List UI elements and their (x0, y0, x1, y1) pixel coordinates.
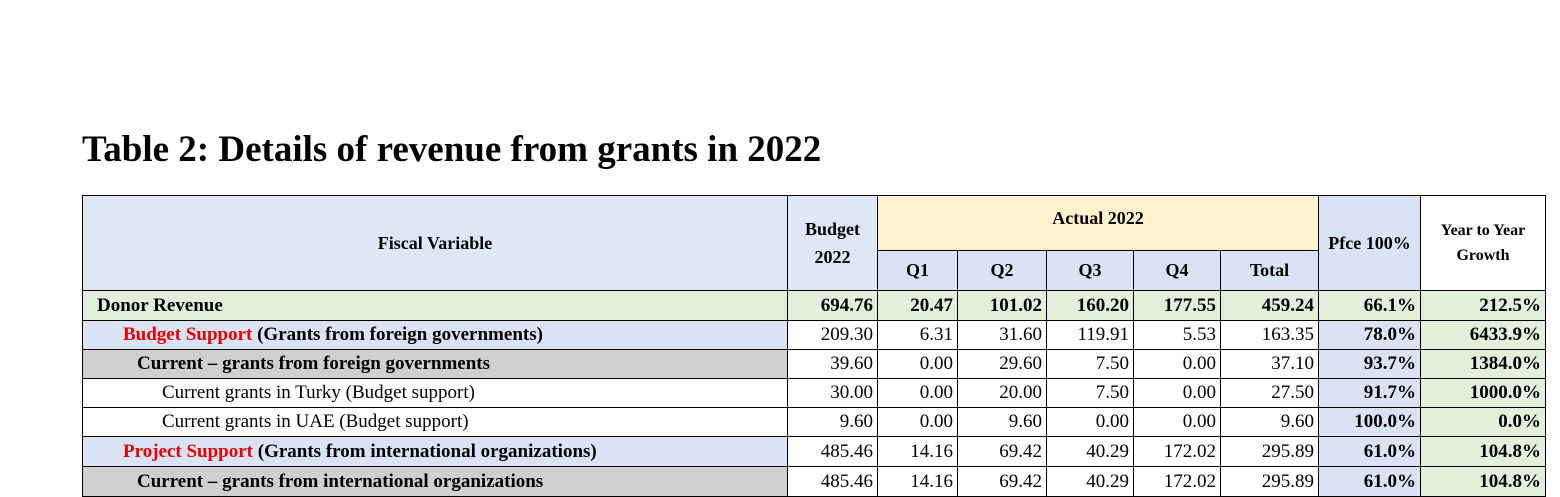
label-text: (Grants from international organizations… (257, 440, 597, 462)
header-cell: Q3 (1046, 250, 1134, 291)
value-cell: 172.02 (1133, 436, 1221, 467)
label-text: Current – grants from foreign government… (137, 353, 491, 374)
highlight-label: Project Support (123, 440, 253, 462)
header-cell: Pfce 100% (1318, 195, 1421, 291)
row-label: Current – grants from international orga… (82, 466, 788, 497)
value-cell: 9.60 (957, 407, 1047, 437)
value-cell: 295.89 (1220, 466, 1319, 497)
value-cell: 40.29 (1046, 466, 1134, 497)
value-cell: 212.5% (1420, 290, 1546, 321)
highlight-label: Budget Support (123, 324, 253, 345)
table-row: Project Support (Grants from internation… (82, 436, 1546, 467)
table-row: Current – grants from international orga… (82, 466, 1546, 497)
value-cell: 177.55 (1133, 290, 1221, 321)
value-cell: 29.60 (957, 349, 1047, 379)
value-cell: 0.00 (877, 407, 958, 437)
table-row: Current – grants from foreign government… (82, 349, 1546, 379)
value-cell: 172.02 (1133, 466, 1221, 497)
header-cell: Q1 (877, 250, 958, 291)
value-cell: 1384.0% (1420, 349, 1546, 379)
value-cell: 104.8% (1420, 436, 1546, 467)
value-cell: 61.0% (1318, 466, 1421, 497)
value-cell: 0.00 (1133, 407, 1221, 437)
value-cell: 100.0% (1318, 407, 1421, 437)
value-cell: 91.7% (1318, 378, 1421, 408)
value-cell: 119.91 (1046, 320, 1134, 350)
value-cell: 69.42 (957, 436, 1047, 467)
value-cell: 485.46 (787, 466, 878, 497)
value-cell: 0.00 (877, 378, 958, 408)
value-cell: 9.60 (787, 407, 878, 437)
value-cell: 295.89 (1220, 436, 1319, 467)
value-cell: 30.00 (787, 378, 878, 408)
value-cell: 694.76 (787, 290, 878, 321)
header-cell: Actual 2022 (877, 195, 1319, 251)
value-cell: 0.0% (1420, 407, 1546, 437)
value-cell: 0.00 (877, 349, 958, 379)
value-cell: 485.46 (787, 436, 878, 467)
value-cell: 20.00 (957, 378, 1047, 408)
value-cell: 37.10 (1220, 349, 1319, 379)
value-cell: 0.00 (1046, 407, 1134, 437)
value-cell: 14.16 (877, 466, 958, 497)
value-cell: 14.16 (877, 436, 958, 467)
label-text: Current grants in Turky (Budget support) (162, 382, 475, 403)
value-cell: 40.29 (1046, 436, 1134, 467)
value-cell: 93.7% (1318, 349, 1421, 379)
value-cell: 27.50 (1220, 378, 1319, 408)
value-cell: 459.24 (1220, 290, 1319, 321)
value-cell: 209.30 (787, 320, 878, 350)
table-title: Table 2: Details of revenue from grants … (82, 129, 822, 170)
table-row: Current grants in UAE (Budget support) 9.… (82, 407, 1546, 437)
header-cell: Budget 2022 (787, 195, 878, 291)
header-cell: Q2 (957, 250, 1047, 291)
row-label: Project Support (Grants from internation… (82, 436, 788, 467)
value-cell: 31.60 (957, 320, 1047, 350)
value-cell: 9.60 (1220, 407, 1319, 437)
grants-table: Fiscal Variable Budget 2022 Actual 2022 Pfc… (82, 195, 1546, 497)
label-text: Current – grants from international orga… (137, 470, 544, 492)
value-cell: 78.0% (1318, 320, 1421, 350)
table-row: Donor Revenue 694.76 20.47 101.02 160.20 177.… (82, 290, 1546, 321)
value-cell: 1000.0% (1420, 378, 1546, 408)
value-cell: 69.42 (957, 466, 1047, 497)
header-cell: Total (1220, 250, 1319, 291)
row-label: Donor Revenue (82, 290, 788, 321)
row-label: Current grants in UAE (Budget support) (82, 407, 788, 437)
value-cell: 163.35 (1220, 320, 1319, 350)
value-cell: 7.50 (1046, 349, 1134, 379)
header-row: Fiscal Variable Budget 2022 Actual 2022 Pfc… (82, 195, 1546, 291)
row-label: Current grants in Turky (Budget support) (82, 378, 788, 408)
value-cell: 6.31 (877, 320, 958, 350)
row-label: Budget Support (Grants from foreign gove… (82, 320, 788, 350)
value-cell: 5.53 (1133, 320, 1221, 350)
table-row: Current grants in Turky (Budget support)… (82, 378, 1546, 408)
value-cell: 61.0% (1318, 436, 1421, 467)
table-row: Budget Support (Grants from foreign gove… (82, 320, 1546, 350)
value-cell: 160.20 (1046, 290, 1134, 321)
value-cell: 7.50 (1046, 378, 1134, 408)
label-text: Donor Revenue (97, 294, 223, 316)
header-row: Q1 Q2 Q3 Q4 Total (83, 250, 1546, 291)
value-cell: 104.8% (1420, 466, 1546, 497)
value-cell: 0.00 (1133, 349, 1221, 379)
header-cell: Year to Year Growth (1420, 195, 1546, 291)
value-cell: 20.47 (877, 290, 958, 321)
label-text: Current grants in UAE (Budget support) (162, 411, 469, 432)
value-cell: 101.02 (957, 290, 1047, 321)
header-cell: Fiscal Variable (82, 195, 788, 291)
row-label: Current – grants from foreign government… (82, 349, 788, 379)
value-cell: 6433.9% (1420, 320, 1546, 350)
header-cell: Q4 (1133, 250, 1221, 291)
label-text: (Grants from foreign governments) (257, 324, 543, 345)
value-cell: 66.1% (1318, 290, 1421, 321)
value-cell: 39.60 (787, 349, 878, 379)
value-cell: 0.00 (1133, 378, 1221, 408)
